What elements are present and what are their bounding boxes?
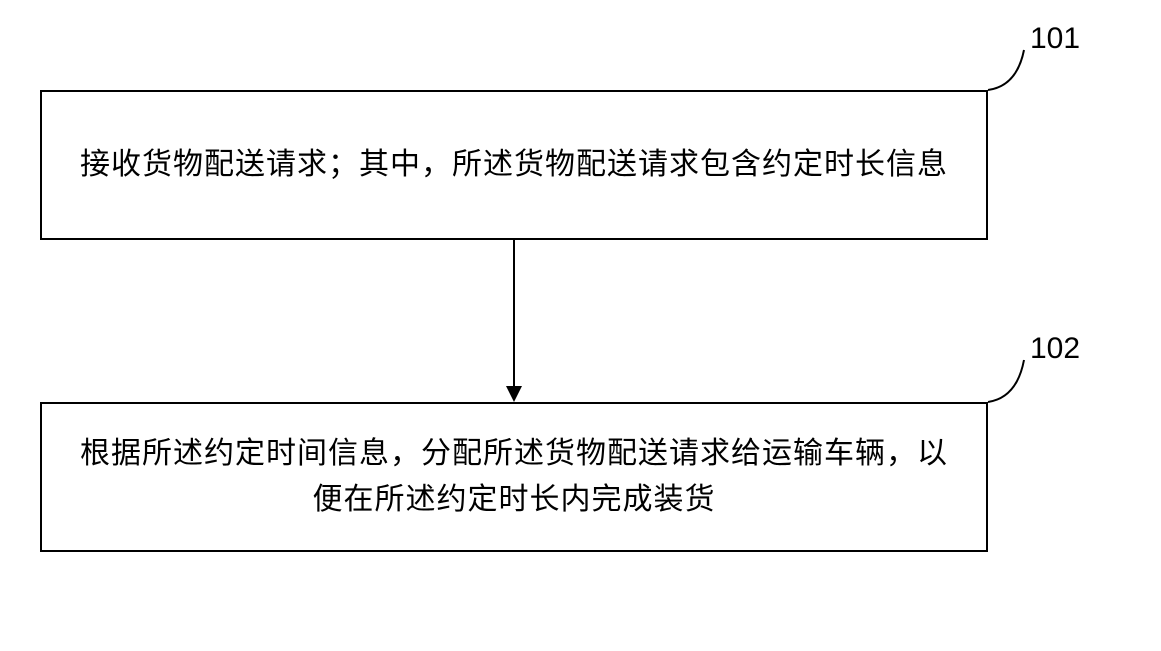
flowchart-node-step-101: 接收货物配送请求；其中，所述货物配送请求包含约定时长信息 — [40, 90, 988, 240]
step-label-101: 101 — [1030, 22, 1080, 56]
flowchart-node-text: 接收货物配送请求；其中，所述货物配送请求包含约定时长信息 — [80, 142, 948, 189]
flowchart-canvas: 接收货物配送请求；其中，所述货物配送请求包含约定时长信息 101 根据所述约定时间信… — [0, 0, 1161, 651]
flowchart-node-step-102: 根据所述约定时间信息，分配所述货物配送请求给运输车辆，以便在所述约定时长内完成装… — [40, 402, 988, 552]
callout-line-102 — [984, 356, 1028, 406]
flowchart-arrow-0 — [502, 238, 526, 404]
flowchart-node-text: 根据所述约定时间信息，分配所述货物配送请求给运输车辆，以便在所述约定时长内完成装… — [66, 431, 962, 524]
step-label-102: 102 — [1030, 332, 1080, 366]
callout-line-101 — [984, 46, 1028, 94]
